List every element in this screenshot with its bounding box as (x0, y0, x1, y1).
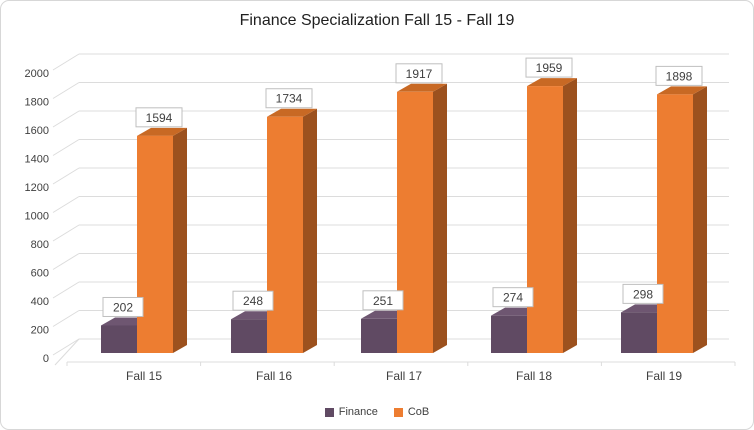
y-tick-label: 400 (31, 296, 49, 308)
legend-item-finance: Finance (324, 406, 378, 418)
y-tick-connector (52, 281, 80, 299)
floor-left-edge (54, 338, 80, 366)
data-label-box-finance-fall-18 (492, 287, 534, 308)
x-tick-label: Fall 19 (646, 369, 682, 383)
bar-side-cob-fall-19 (693, 86, 707, 354)
y-tick-label: 2000 (25, 68, 49, 80)
y-tick-label: 1000 (25, 211, 49, 223)
legend-label-cob: CoB (407, 406, 430, 418)
bar-top-cob-fall-17 (397, 83, 447, 92)
bar-top-cob-fall-16 (267, 108, 317, 117)
data-label-finance-fall-17: 251 (373, 294, 393, 308)
bar-finance-fall-16 (231, 319, 267, 353)
data-label-cob-fall-17: 1917 (406, 67, 433, 81)
data-label-box-finance-fall-15 (102, 296, 144, 317)
y-tick-connector (52, 196, 80, 213)
x-tick-label: Fall 16 (256, 369, 292, 383)
legend-swatch (324, 407, 334, 417)
data-label-box-finance-fall-17 (362, 290, 404, 311)
data-label-cob-fall-15: 1594 (146, 111, 173, 125)
data-label-cob-fall-16: 1734 (276, 92, 303, 106)
x-tick-label: Fall 18 (516, 369, 552, 383)
data-label-box-cob-fall-16 (265, 88, 313, 109)
bar-side-cob-fall-16 (303, 108, 317, 354)
bar-finance-fall-19 (621, 312, 657, 353)
bar-cob-fall-15 (137, 135, 173, 353)
y-tick-connector (52, 139, 80, 156)
y-tick-connector (52, 110, 80, 128)
x-tick-label: Fall 17 (386, 369, 422, 383)
bar-side-cob-fall-15 (173, 127, 187, 353)
legend-swatch (393, 407, 403, 417)
y-tick-connector (52, 53, 80, 71)
bar-finance-fall-18 (491, 315, 527, 353)
data-label-box-cob-fall-19 (655, 65, 703, 86)
bar-top-cob-fall-18 (527, 78, 577, 87)
x-tick-label: Fall 15 (126, 369, 162, 383)
y-tick-label: 800 (31, 239, 49, 251)
bar-side-cob-fall-17 (433, 83, 447, 353)
y-tick-label: 1200 (25, 182, 49, 194)
bar-cob-fall-18 (527, 86, 563, 354)
y-tick-connector (52, 224, 80, 242)
y-tick-connector (52, 167, 80, 185)
y-tick-label: 1800 (25, 97, 49, 109)
data-label-box-cob-fall-17 (395, 63, 443, 84)
y-tick-label: 1400 (25, 154, 49, 166)
data-label-finance-fall-19: 298 (633, 287, 653, 301)
y-tick-connector (52, 338, 80, 356)
bar-top-cob-fall-19 (657, 86, 707, 95)
data-label-box-cob-fall-15 (135, 107, 183, 128)
y-tick-label: 600 (31, 268, 49, 280)
chart-title: Finance Specialization Fall 15 - Fall 19 (239, 12, 515, 29)
y-tick-label: 1600 (25, 125, 49, 137)
y-tick-label: 200 (31, 325, 49, 337)
legend-item-cob: CoB (393, 406, 430, 418)
data-label-box-finance-fall-16 (232, 290, 274, 311)
data-label-cob-fall-19: 1898 (666, 69, 693, 83)
data-label-box-cob-fall-18 (525, 57, 573, 78)
data-label-finance-fall-15: 202 (113, 300, 133, 314)
data-label-finance-fall-16: 248 (243, 294, 263, 308)
y-tick-label: 0 (43, 353, 49, 365)
bar-cob-fall-17 (397, 91, 433, 353)
data-label-box-finance-fall-19 (622, 283, 664, 304)
y-tick-connector (52, 253, 80, 270)
bar-finance-fall-15 (101, 325, 137, 353)
bar-cob-fall-16 (267, 116, 303, 354)
data-label-cob-fall-18: 1959 (536, 61, 563, 75)
y-tick-connector (52, 310, 80, 327)
bar-side-cob-fall-18 (563, 78, 577, 354)
legend: Finance CoB (1, 406, 753, 418)
bar-cob-fall-19 (657, 94, 693, 354)
y-tick-connector (52, 82, 80, 99)
bar-top-cob-fall-15 (137, 127, 187, 136)
data-label-finance-fall-18: 274 (503, 291, 523, 305)
legend-label-finance: Finance (338, 406, 378, 418)
bar-finance-fall-17 (361, 318, 397, 353)
